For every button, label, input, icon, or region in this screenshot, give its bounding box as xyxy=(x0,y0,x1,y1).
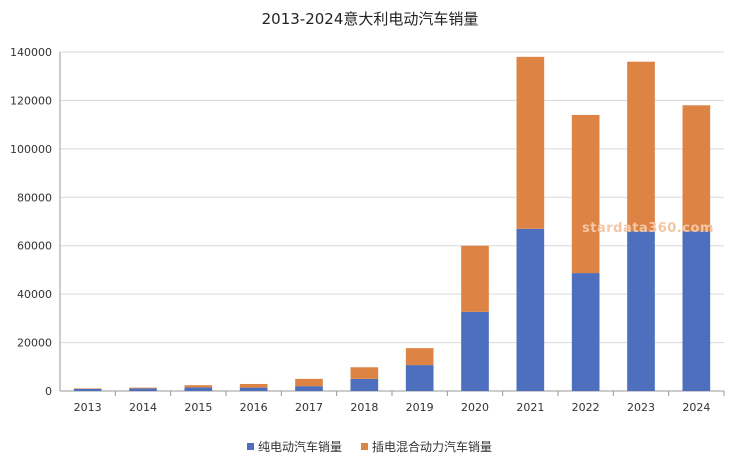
watermark-text: stardata360.com xyxy=(582,221,714,236)
bar-2023-series-1 xyxy=(627,231,655,391)
bar-2021-series-2 xyxy=(517,57,545,229)
y-tick-label: 140000 xyxy=(10,46,52,59)
bar-2024-series-2 xyxy=(683,105,711,231)
y-tick-label: 0 xyxy=(45,385,52,398)
x-tick-label: 2023 xyxy=(627,401,655,414)
legend-swatch xyxy=(247,443,254,450)
bar-2016-series-2 xyxy=(240,384,268,388)
x-tick-label: 2022 xyxy=(572,401,600,414)
x-tick-label: 2024 xyxy=(682,401,710,414)
x-tick-label: 2020 xyxy=(461,401,489,414)
x-tick-label: 2018 xyxy=(350,401,378,414)
bar-2014-series-1 xyxy=(129,388,157,391)
bar-2019-series-2 xyxy=(406,348,434,365)
chart-title: 2013-2024意大利电动汽车销量 xyxy=(262,10,479,28)
bar-2013-series-1 xyxy=(74,389,102,391)
bar-2017-series-2 xyxy=(295,379,323,386)
legend-swatch xyxy=(361,443,368,450)
y-tick-label: 60000 xyxy=(17,240,52,253)
y-tick-label: 120000 xyxy=(10,94,52,107)
bar-2017-series-1 xyxy=(295,386,323,391)
bar-2015-series-1 xyxy=(185,387,213,391)
bar-2024-series-1 xyxy=(683,231,711,391)
grid-layer xyxy=(60,52,724,343)
legend-label: 纯电动汽车销量 xyxy=(258,439,342,454)
x-tick-label: 2016 xyxy=(240,401,268,414)
x-tick-label: 2017 xyxy=(295,401,323,414)
bar-2018-series-1 xyxy=(351,379,379,391)
legend: 纯电动汽车销量 插电混合动力汽车销量 xyxy=(247,439,492,454)
bar-2022-series-1 xyxy=(572,273,600,391)
legend-label: 插电混合动力汽车销量 xyxy=(372,439,492,454)
bar-2016-series-1 xyxy=(240,388,268,391)
y-tick-label: 100000 xyxy=(10,143,52,156)
y-tick-label: 80000 xyxy=(17,191,52,204)
bar-2014-series-2 xyxy=(129,388,157,389)
bar-2023-series-2 xyxy=(627,62,655,232)
bar-2020-series-1 xyxy=(461,312,489,391)
bar-2015-series-2 xyxy=(185,385,213,387)
x-tick-label: 2013 xyxy=(74,401,102,414)
x-tick-label: 2021 xyxy=(516,401,544,414)
x-tick-label: 2015 xyxy=(184,401,212,414)
bar-2022-series-2 xyxy=(572,115,600,273)
bar-2021-series-1 xyxy=(517,229,545,391)
y-tick-label: 40000 xyxy=(17,288,52,301)
bar-2019-series-1 xyxy=(406,365,434,391)
bar-2020-series-2 xyxy=(461,246,489,312)
x-tick-label: 2019 xyxy=(406,401,434,414)
bar-2018-series-2 xyxy=(351,367,379,379)
y-tick-label: 20000 xyxy=(17,337,52,350)
x-tick-label: 2014 xyxy=(129,401,157,414)
